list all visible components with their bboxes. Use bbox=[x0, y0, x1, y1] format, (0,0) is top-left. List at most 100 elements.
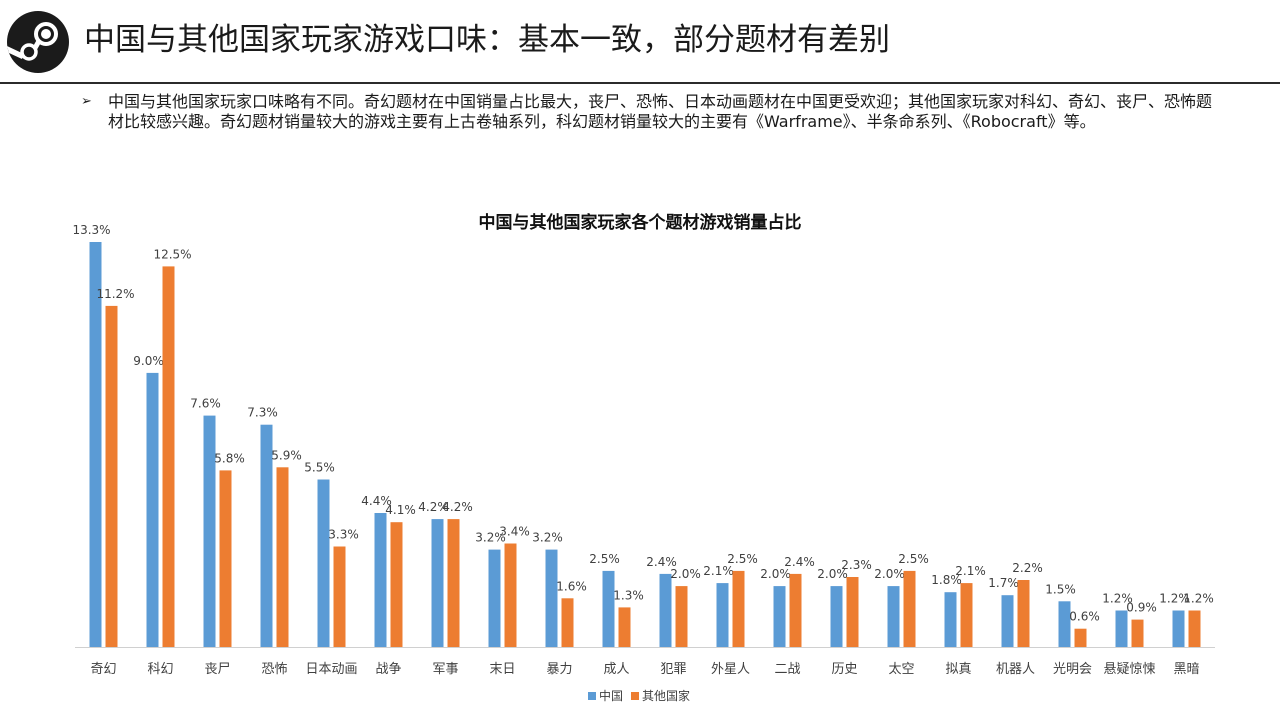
bar-chart: 中国与其他国家玩家各个题材游戏销量占比 13.3% 11.2% 奇幻 9.0% 12.5%… bbox=[72, 212, 1215, 703]
bar-other-14 bbox=[903, 570, 916, 647]
data-label-other-10: 2.0% bbox=[670, 567, 701, 581]
bar-other-1 bbox=[162, 266, 175, 647]
category-label-2: 丧尸 bbox=[204, 662, 230, 677]
bar-china-5 bbox=[374, 513, 387, 647]
bar-other-3 bbox=[276, 467, 289, 647]
category-label-9: 成人 bbox=[603, 662, 629, 677]
data-label-china-19: 1.2% bbox=[1159, 592, 1190, 606]
data-label-china-16: 1.7% bbox=[988, 576, 1019, 590]
data-label-other-16: 2.2% bbox=[1012, 561, 1043, 575]
data-label-china-14: 2.0% bbox=[874, 567, 905, 581]
bar-other-16 bbox=[1017, 580, 1030, 647]
category-label-1: 科幻 bbox=[147, 662, 173, 677]
bar-china-13 bbox=[830, 586, 843, 647]
category-label-3: 恐怖 bbox=[261, 661, 287, 677]
category-label-4: 日本动画 bbox=[305, 662, 357, 677]
data-label-china-4: 5.5% bbox=[304, 461, 335, 475]
chart-title: 中国与其他国家玩家各个题材游戏销量占比 bbox=[479, 212, 802, 233]
category-label-7: 末日 bbox=[489, 662, 515, 677]
data-label-china-5: 4.4% bbox=[361, 494, 392, 508]
data-label-other-11: 2.5% bbox=[727, 552, 758, 566]
bar-other-6 bbox=[447, 519, 460, 647]
data-label-china-0: 13.3% bbox=[72, 223, 110, 237]
bar-china-2 bbox=[203, 415, 216, 647]
category-label-5: 战争 bbox=[375, 662, 401, 677]
title-divider bbox=[0, 82, 1280, 84]
bar-other-17 bbox=[1074, 628, 1087, 647]
bar-china-6 bbox=[431, 519, 444, 647]
bar-other-0 bbox=[105, 305, 118, 647]
data-label-other-3: 5.9% bbox=[271, 448, 302, 462]
category-label-0: 奇幻 bbox=[90, 661, 116, 677]
data-label-china-6: 4.2% bbox=[418, 500, 449, 514]
data-label-other-5: 4.1% bbox=[385, 503, 416, 517]
data-label-china-7: 3.2% bbox=[475, 531, 506, 545]
bar-china-8 bbox=[545, 549, 558, 647]
data-label-other-13: 2.3% bbox=[841, 558, 872, 572]
data-label-other-17: 0.6% bbox=[1069, 610, 1100, 624]
bar-other-12 bbox=[789, 573, 802, 647]
data-label-other-6: 4.2% bbox=[442, 500, 473, 514]
data-label-other-12: 2.4% bbox=[784, 555, 815, 569]
data-label-other-0: 11.2% bbox=[96, 287, 134, 301]
data-label-other-18: 0.9% bbox=[1126, 601, 1157, 615]
summary-bullet: ➢ 中国与其他国家玩家口味略有不同。奇幻题材在中国销量占比最大，丧尸、恐怖、日本… bbox=[81, 92, 1224, 132]
category-label-16: 机器人 bbox=[996, 662, 1035, 677]
legend-label-other: 其他国家 bbox=[642, 688, 690, 703]
bar-china-14 bbox=[887, 586, 900, 647]
data-label-other-1: 12.5% bbox=[153, 247, 191, 261]
data-label-other-8: 1.6% bbox=[556, 579, 587, 593]
bar-other-10 bbox=[675, 586, 688, 647]
data-label-china-17: 1.5% bbox=[1045, 582, 1076, 596]
category-label-12: 二战 bbox=[774, 662, 800, 677]
category-label-13: 历史 bbox=[831, 662, 857, 677]
bar-other-15 bbox=[960, 583, 973, 647]
bar-china-10 bbox=[659, 573, 672, 647]
data-label-china-3: 7.3% bbox=[247, 406, 278, 420]
page-title: 中国与其他国家玩家游戏口味：基本一致，部分题材有差别 bbox=[84, 22, 890, 58]
bar-other-4 bbox=[333, 546, 346, 647]
category-label-11: 外星人 bbox=[711, 662, 750, 677]
steam-logo-icon bbox=[7, 11, 69, 73]
bar-china-12 bbox=[773, 586, 786, 647]
summary-text: 中国与其他国家玩家口味略有不同。奇幻题材在中国销量占比最大，丧尸、恐怖、日本动画… bbox=[108, 92, 1213, 131]
data-label-china-9: 2.5% bbox=[589, 552, 620, 566]
data-label-other-15: 2.1% bbox=[955, 564, 986, 578]
bar-other-9 bbox=[618, 607, 631, 647]
data-label-china-12: 2.0% bbox=[760, 567, 791, 581]
bar-china-17 bbox=[1058, 601, 1071, 647]
legend-swatch-china bbox=[588, 692, 596, 700]
bar-china-9 bbox=[602, 570, 615, 647]
bar-china-18 bbox=[1115, 610, 1128, 647]
category-label-15: 拟真 bbox=[945, 662, 971, 677]
category-label-14: 太空 bbox=[888, 662, 914, 677]
data-label-other-7: 3.4% bbox=[499, 525, 530, 539]
bar-china-11 bbox=[716, 583, 729, 647]
bar-china-16 bbox=[1001, 595, 1014, 647]
bar-china-0 bbox=[89, 242, 102, 647]
data-label-other-14: 2.5% bbox=[898, 552, 929, 566]
data-label-china-1: 9.0% bbox=[133, 354, 164, 368]
header: 中国与其他国家玩家游戏口味：基本一致，部分题材有差别 bbox=[0, 0, 1280, 84]
category-label-10: 犯罪 bbox=[660, 662, 686, 677]
data-label-other-4: 3.3% bbox=[328, 528, 359, 542]
data-label-other-2: 5.8% bbox=[214, 451, 245, 465]
category-label-6: 军事 bbox=[432, 662, 458, 677]
data-label-china-8: 3.2% bbox=[532, 531, 563, 545]
data-label-china-13: 2.0% bbox=[817, 567, 848, 581]
data-label-china-2: 7.6% bbox=[190, 397, 221, 411]
category-label-19: 黑暗 bbox=[1173, 662, 1199, 677]
category-label-8: 暴力 bbox=[546, 662, 572, 677]
legend-swatch-other bbox=[631, 692, 639, 700]
bar-other-5 bbox=[390, 522, 403, 647]
bar-other-18 bbox=[1131, 619, 1144, 647]
category-label-18: 悬疑惊悚 bbox=[1103, 661, 1155, 677]
category-label-17: 光明会 bbox=[1053, 662, 1092, 677]
bar-china-4 bbox=[317, 479, 330, 647]
bar-other-13 bbox=[846, 577, 859, 647]
data-label-china-10: 2.4% bbox=[646, 555, 677, 569]
data-label-other-19: 1.2% bbox=[1183, 592, 1214, 606]
bar-other-2 bbox=[219, 470, 232, 647]
data-label-china-18: 1.2% bbox=[1102, 592, 1133, 606]
data-label-china-11: 2.1% bbox=[703, 564, 734, 578]
